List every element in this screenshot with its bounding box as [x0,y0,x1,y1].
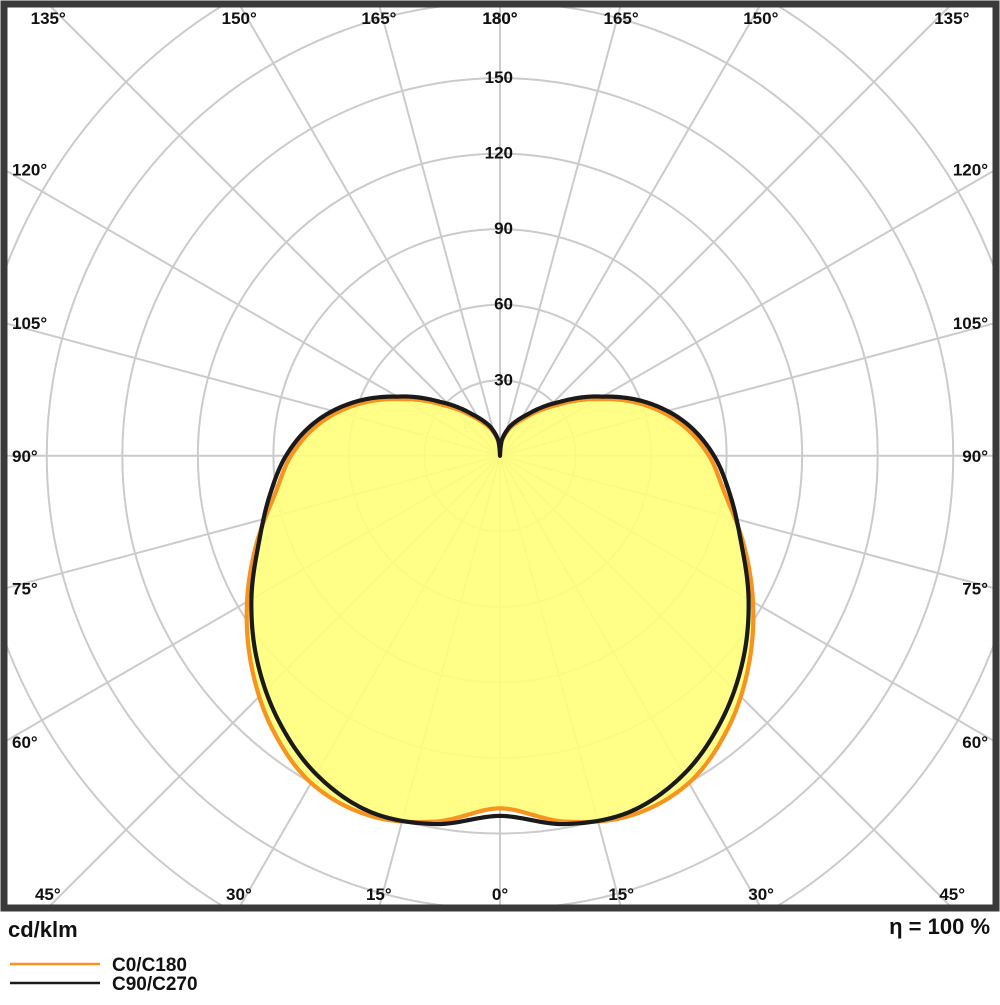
svg-text:90°: 90° [962,447,988,466]
svg-text:165°: 165° [361,9,396,28]
svg-text:η = 100 %: η = 100 % [889,914,990,939]
svg-text:15°: 15° [366,885,392,904]
svg-text:30°: 30° [748,885,774,904]
svg-text:120°: 120° [953,160,988,179]
svg-text:60: 60 [494,295,513,314]
svg-text:75°: 75° [962,580,988,599]
svg-text:150°: 150° [222,9,257,28]
svg-text:135°: 135° [31,9,66,28]
svg-text:60°: 60° [12,733,38,752]
svg-text:150: 150 [485,68,513,87]
svg-text:45°: 45° [35,885,61,904]
svg-text:180°: 180° [482,9,517,28]
svg-text:0°: 0° [492,885,508,904]
svg-text:15°: 15° [608,885,634,904]
svg-text:C90/C270: C90/C270 [112,974,198,995]
svg-text:C0/C180: C0/C180 [112,955,187,976]
svg-text:120°: 120° [12,160,47,179]
svg-text:45°: 45° [939,885,965,904]
svg-text:135°: 135° [934,9,969,28]
svg-text:30: 30 [494,370,513,389]
svg-text:60°: 60° [962,733,988,752]
svg-text:120: 120 [485,144,513,163]
svg-text:90: 90 [494,219,513,238]
svg-text:150°: 150° [743,9,778,28]
svg-text:105°: 105° [12,314,47,333]
svg-text:165°: 165° [604,9,639,28]
svg-text:30°: 30° [226,885,252,904]
svg-text:90°: 90° [12,447,38,466]
svg-text:cd/klm: cd/klm [8,917,78,942]
svg-text:105°: 105° [953,314,988,333]
svg-text:75°: 75° [12,580,38,599]
